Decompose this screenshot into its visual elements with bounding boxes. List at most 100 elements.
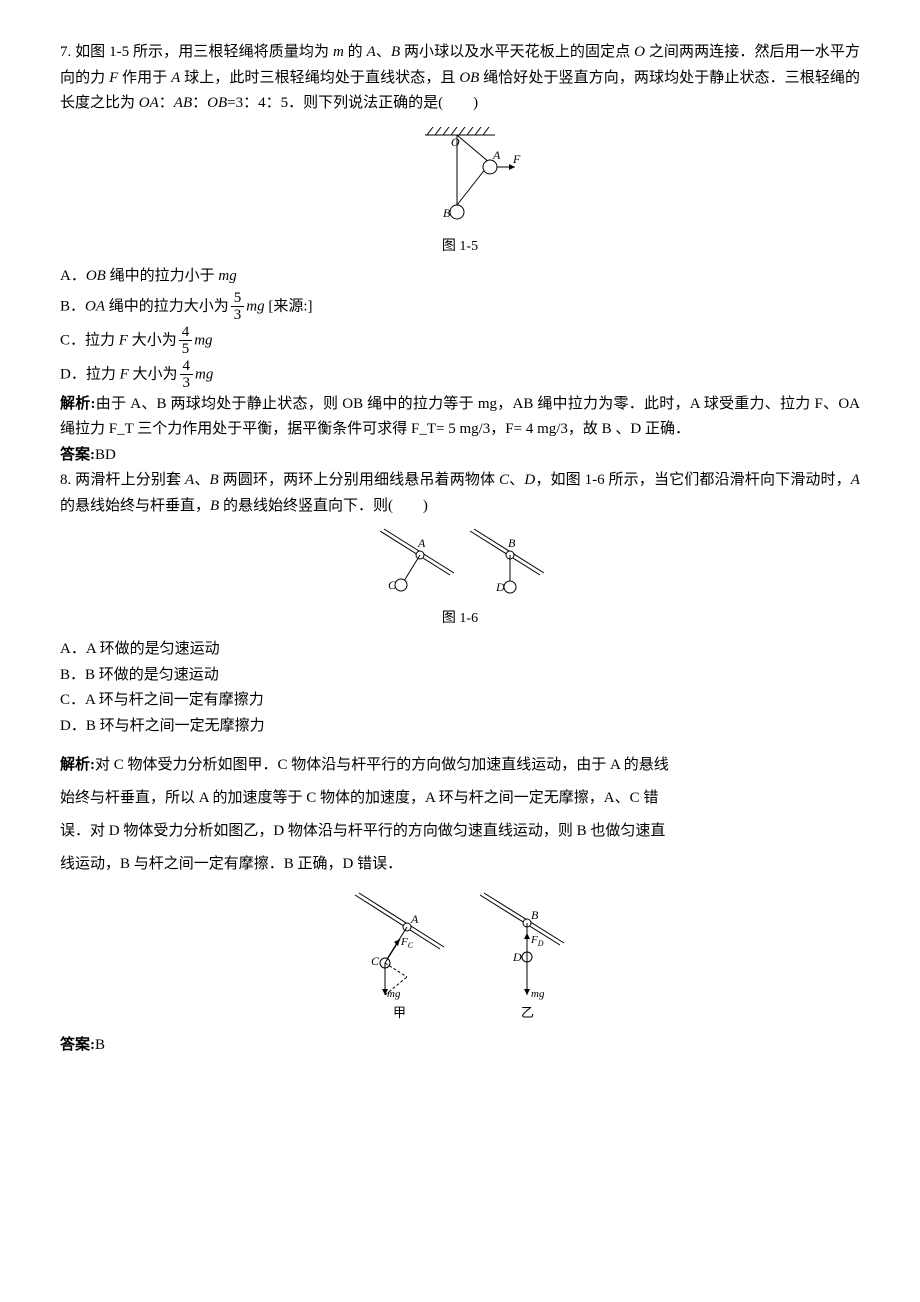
label-F: F	[512, 152, 521, 166]
fraction: 43	[180, 358, 194, 392]
text: OB	[86, 268, 106, 284]
q8-option-c: C．A 环与杆之间一定有摩擦力	[60, 688, 860, 714]
text: 7. 如图 1-5 所示，用三根轻绳将质量均为	[60, 44, 333, 60]
answer-value: B	[95, 1037, 105, 1053]
numerator: 4	[180, 358, 194, 376]
text: ，如图 1-6 所示，当它们都沿滑杆向下滑动时，	[535, 472, 851, 488]
text: ：	[192, 95, 207, 111]
q8-explanation: 解析:对 C 物体受力分析如图甲．C 物体沿与杆平行的方向做匀加速直线运动，由于…	[60, 749, 860, 881]
answer-value: BD	[95, 447, 116, 463]
label-C: C	[388, 578, 397, 592]
fraction: 45	[179, 324, 193, 358]
fraction: 53	[231, 290, 245, 324]
text: 大小为	[128, 332, 177, 348]
text: OA	[85, 298, 105, 314]
text: mg	[246, 298, 264, 314]
explain-line: 始终与杆垂直，所以 A 的加速度等于 C 物体的加速度，A 环与杆之间一定无摩擦…	[60, 782, 860, 815]
text: ：	[159, 95, 174, 111]
label-A: A	[417, 536, 426, 550]
answer-label: 答案:	[60, 1037, 95, 1053]
var-A: A	[367, 44, 376, 60]
opt-prefix: A．	[60, 268, 86, 284]
numerator: 5	[231, 290, 245, 308]
explain-label: 解析:	[60, 396, 96, 412]
var-A: A	[171, 70, 180, 86]
var-O: O	[634, 44, 645, 60]
explain-line: 误．对 D 物体受力分析如图乙，D 物体沿与杆平行的方向做匀速直线运动，则 B …	[60, 815, 860, 848]
q7-option-b: B．OA 绳中的拉力大小为53mg [来源:]	[60, 290, 860, 324]
q8-answer: 答案:B	[60, 1033, 860, 1059]
numerator: 4	[179, 324, 193, 342]
q8-analysis-figure: A C FC mg 甲 B D FD mg 乙	[60, 887, 860, 1027]
q8-option-a: A．A 环做的是匀速运动	[60, 637, 860, 663]
source-note: [来源:]	[265, 298, 313, 314]
label-D: D	[512, 950, 522, 964]
q8-option-b: B．B 环做的是匀速运动	[60, 663, 860, 689]
var-OB: OB	[459, 70, 479, 86]
text: 8. 两滑杆上分别套	[60, 472, 185, 488]
q8-option-d: D．B 环与杆之间一定无摩擦力	[60, 714, 860, 740]
label-Fc: FC	[400, 936, 414, 950]
var-C: C	[499, 472, 509, 488]
denominator: 3	[231, 307, 245, 324]
text: 两圆环，两环上分别用细线悬吊着两物体	[219, 472, 499, 488]
opt-prefix: D．拉力	[60, 366, 120, 382]
text: 的悬线始终竖直向下．则( )	[219, 498, 428, 514]
explain-text: 由于 A、B 两球均处于静止状态，则 OB 绳中的拉力等于 mg，AB 绳中拉力…	[60, 396, 860, 438]
q7-figure-caption: 图 1-5	[60, 235, 860, 259]
var-A: A	[185, 472, 194, 488]
label-D: D	[495, 580, 505, 594]
q7-explanation: 解析:由于 A、B 两球均处于静止状态，则 OB 绳中的拉力等于 mg，AB 绳…	[60, 392, 860, 443]
label-mg: mg	[531, 988, 545, 1000]
explain-line: 线运动，B 与杆之间一定有摩擦．B 正确，D 错误．	[60, 848, 860, 881]
text: 、	[194, 472, 209, 488]
var-m: m	[333, 44, 344, 60]
q7-option-a: A．OB 绳中的拉力小于 mg	[60, 264, 860, 290]
text: 的悬线始终与杆垂直，	[60, 498, 210, 514]
q8-stem: 8. 两滑杆上分别套 A、B 两圆环，两环上分别用细线悬吊着两物体 C、D，如图…	[60, 468, 860, 519]
text: 的	[344, 44, 367, 60]
var-B: B	[210, 498, 219, 514]
label-mg: mg	[387, 988, 401, 1000]
q8-figure-caption: 图 1-6	[60, 607, 860, 631]
label-Fd: FD	[530, 934, 544, 948]
var-OA: OA	[139, 95, 159, 111]
q8-analysis-diagram: A C FC mg 甲 B D FD mg 乙	[345, 887, 575, 1027]
text: mg	[194, 332, 212, 348]
q7-stem: 7. 如图 1-5 所示，用三根轻绳将质量均为 m 的 A、B 两小球以及水平天…	[60, 40, 860, 117]
text: 绳中的拉力大小为	[105, 298, 229, 314]
q7-diagram: O A F B	[395, 123, 525, 233]
label-B: B	[531, 908, 539, 922]
q7-option-d: D．拉力 F 大小为43mg	[60, 358, 860, 392]
label-A: A	[410, 912, 419, 926]
text: mg	[218, 268, 236, 284]
text: F	[120, 366, 129, 382]
text: 绳中的拉力小于	[106, 268, 219, 284]
text: 、	[376, 44, 391, 60]
label-B: B	[508, 536, 516, 550]
var-B: B	[391, 44, 400, 60]
answer-label: 答案:	[60, 447, 95, 463]
denominator: 5	[179, 341, 193, 358]
label-A: A	[492, 148, 501, 162]
opt-prefix: B．	[60, 298, 85, 314]
var-AB: AB	[174, 95, 192, 111]
var-A: A	[851, 472, 860, 488]
explain-line: 解析:对 C 物体受力分析如图甲．C 物体沿与杆平行的方向做匀加速直线运动，由于…	[60, 749, 860, 782]
denominator: 3	[180, 375, 194, 392]
var-B: B	[210, 472, 219, 488]
text: 作用于	[118, 70, 171, 86]
text: 对 C 物体受力分析如图甲．C 物体沿与杆平行的方向做匀加速直线运动，由于 A …	[95, 757, 669, 773]
q8-figure: A C B D 图 1-6	[60, 525, 860, 631]
text: mg	[195, 366, 213, 382]
text: 、	[509, 472, 524, 488]
label-O: O	[451, 135, 460, 149]
label-yi: 乙	[521, 1005, 534, 1020]
text: =3：4：5．则下列说法正确的是( )	[227, 95, 478, 111]
explain-label: 解析:	[60, 757, 95, 773]
var-F: F	[109, 70, 118, 86]
text: F	[119, 332, 128, 348]
text: 球上，此时三根轻绳均处于直线状态，且	[180, 70, 459, 86]
label-jia: 甲	[393, 1005, 406, 1020]
var-OB: OB	[207, 95, 227, 111]
